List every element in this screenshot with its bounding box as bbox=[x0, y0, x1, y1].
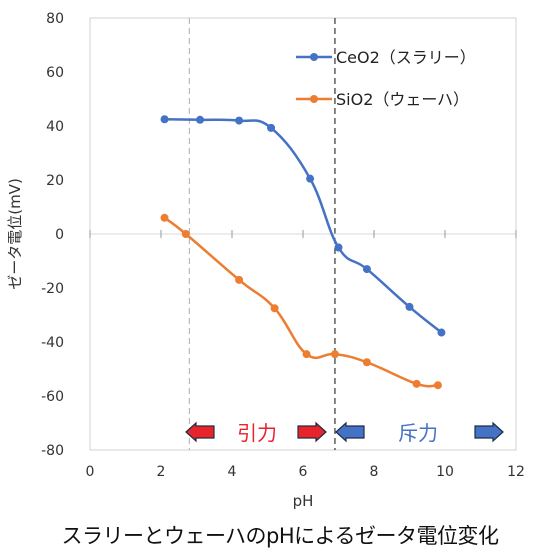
repulsion-arrow-right-icon bbox=[474, 421, 504, 443]
x-axis-label: pH bbox=[293, 492, 314, 510]
x-tick-label: 4 bbox=[228, 464, 237, 480]
repulsion-label: 斥力 bbox=[398, 421, 438, 445]
data-point bbox=[330, 350, 339, 359]
y-axis-label: ゼータ電位(mV) bbox=[6, 178, 24, 290]
axes: 0 2 4 6 8 10 12 -80 -60 -40 -20 0 20 40 60 80 bbox=[41, 11, 525, 480]
y-tick-label: -80 bbox=[41, 443, 64, 459]
data-point bbox=[433, 381, 442, 390]
data-point bbox=[306, 174, 315, 183]
y-tick-label: -20 bbox=[41, 281, 64, 297]
data-point bbox=[160, 213, 169, 222]
legend-entry: SiO2（ウェーハ） bbox=[336, 90, 469, 109]
y-tick-label: 40 bbox=[46, 119, 64, 135]
attraction-arrow-right-icon bbox=[297, 421, 327, 443]
data-point bbox=[181, 230, 190, 238]
series-line bbox=[163, 216, 438, 388]
data-point bbox=[405, 302, 414, 311]
data-point bbox=[235, 275, 244, 284]
data-point bbox=[362, 358, 371, 367]
x-tick-label: 2 bbox=[157, 464, 166, 480]
y-tick-label: 60 bbox=[46, 65, 64, 81]
force-annotations: 引力 斥力 bbox=[185, 421, 504, 445]
data-point bbox=[362, 265, 371, 274]
data-point bbox=[267, 123, 276, 132]
y-tick-label: -40 bbox=[41, 335, 64, 351]
x-tick-label: 6 bbox=[299, 464, 308, 480]
y-tick-label: -60 bbox=[41, 389, 64, 405]
x-tick-label: 10 bbox=[436, 464, 454, 480]
x-tick-label: 8 bbox=[370, 464, 379, 480]
legend-entry: CeO2（スラリー） bbox=[336, 48, 476, 67]
figure-caption: スラリーとウェーハのpHによるゼータ電位変化 bbox=[61, 524, 499, 548]
data-point bbox=[196, 115, 205, 124]
data-point bbox=[412, 379, 421, 388]
attraction-label: 引力 bbox=[237, 421, 277, 445]
data-point bbox=[270, 304, 279, 313]
y-tick-label: 20 bbox=[46, 173, 64, 189]
series-layer bbox=[160, 115, 446, 390]
data-point bbox=[160, 115, 169, 124]
x-tick-label: 0 bbox=[86, 464, 95, 480]
data-point bbox=[334, 243, 343, 252]
legend: CeO2（スラリー） SiO2（ウェーハ） bbox=[296, 48, 476, 109]
series-line bbox=[164, 118, 443, 334]
legend-swatch-marker bbox=[310, 95, 318, 103]
data-point bbox=[235, 116, 244, 125]
data-point bbox=[437, 328, 446, 337]
x-tick-label: 12 bbox=[507, 464, 525, 480]
repulsion-arrow-left-icon bbox=[335, 421, 365, 443]
data-point bbox=[302, 350, 311, 359]
y-tick-label: 80 bbox=[46, 11, 64, 27]
y-tick-label: 0 bbox=[55, 227, 64, 243]
attraction-arrow-left-icon bbox=[185, 421, 215, 443]
legend-swatch-marker bbox=[310, 53, 318, 61]
